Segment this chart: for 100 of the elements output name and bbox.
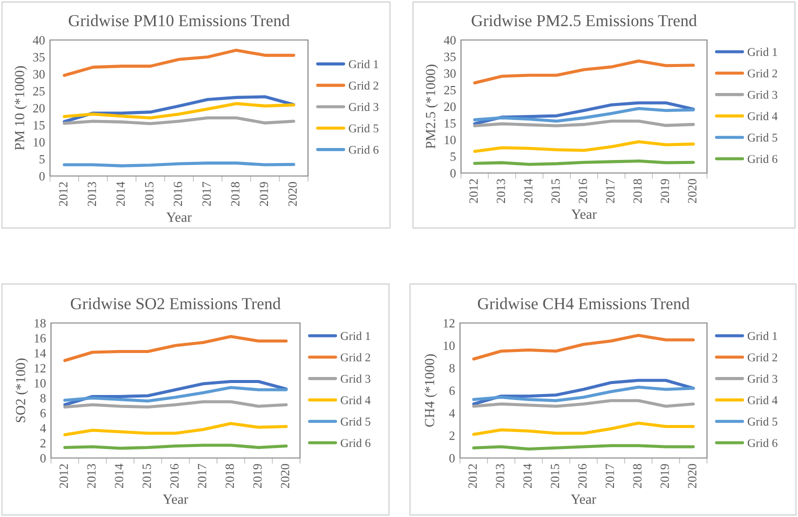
x-tick-label: 2014 [114,464,124,488]
y-tick-label: 40 [32,36,45,44]
chart-title: Gridwise PM10 Emissions Trend [68,14,290,26]
y-tick-label: 18 [34,319,46,328]
y-tick-label: 40 [444,36,456,44]
x-tick-label: 2013 [88,182,96,206]
line-series [472,334,695,361]
x-tick-label: 2012 [469,179,478,204]
y-tick-label: 4 [449,409,455,418]
x-tick-label: 2018 [633,179,642,204]
legend-label: Grid 1 [348,60,378,68]
y-tick-label: 10 [34,138,45,146]
x-tick-label: 2014 [116,182,125,206]
y-tick-label: 35 [444,52,456,62]
x-tick-label: 2014 [523,464,532,488]
legend-label: Grid 1 [748,332,778,340]
legend-label: Grid 3 [340,374,370,383]
chart-title: Gridwise PM2.5 Emissions Trend [472,14,697,26]
x-tick-label: 2013 [496,464,504,488]
y-tick-label: 5 [40,155,45,164]
y-tick-label: 4 [40,424,46,432]
legend-label: Grid 5 [748,133,778,142]
x-tick-label: 2015 [550,464,560,488]
legend-label: Grid 5 [748,417,778,426]
legend-label: Grid 4 [748,112,778,120]
x-axis-title: Year [570,494,596,504]
x-tick-label: 2013 [496,179,506,204]
y-tick-label: 0 [39,172,45,180]
y-tick-label: 10 [444,136,456,144]
x-tick-label: 2020 [288,182,297,206]
y-tick-label: 5 [450,152,456,161]
x-tick-label: 2019 [253,464,262,488]
legend-label: Grid 6 [748,154,778,163]
x-tick-label: 2017 [202,182,211,206]
y-tick-label: 0 [449,454,455,462]
y-tick-label: 25 [444,86,456,94]
line-series [63,386,288,403]
chart-title: Gridwise SO2 Emissions Trend [70,298,281,310]
y-axis-title: CH4 (*1000) [424,354,438,427]
y-tick-label: 25 [33,87,45,96]
x-tick-label: 2018 [633,464,642,488]
y-tick-label: 10 [444,342,455,350]
x-tick-label: 2015 [551,179,560,204]
y-tick-label: 8 [40,394,46,402]
legend-label: Grid 6 [340,438,370,447]
x-tick-label: 2016 [578,464,587,488]
x-tick-label: 2017 [606,464,614,488]
x-tick-label: 2018 [226,464,234,488]
x-axis-title: Year [162,494,188,504]
y-tick-label: 35 [33,53,45,62]
x-tick-label: 2020 [688,179,696,204]
x-tick-label: 2020 [280,464,290,488]
legend-label: Grid 3 [748,90,778,99]
legend-label: Grid 2 [348,81,378,90]
line-series [473,59,695,84]
y-tick-label: 15 [34,121,45,130]
legend-label: Grid 1 [748,48,778,56]
line-series [63,422,288,436]
legend-label: Grid 4 [340,396,371,404]
x-tick-label: 2019 [660,179,670,204]
line-series [63,334,288,362]
legend-label: Grid 5 [348,124,378,132]
x-tick-label: 2020 [688,464,696,488]
x-tick-label: 2017 [606,178,614,204]
y-axis-title: PM 10 (*1000) [14,66,28,150]
line-series [473,106,695,123]
legend-label: Grid 6 [748,438,778,447]
x-tick-label: 2019 [260,182,268,206]
line-series [473,140,695,153]
x-axis-title: Year [166,212,192,222]
legend-label: Grid 2 [748,69,778,78]
y-axis-title: SO2 (*100) [15,358,28,422]
x-tick-label: 2014 [524,178,532,204]
legend-label: Grid 3 [748,374,778,383]
line-series [62,48,296,77]
legend-label: Grid 3 [348,102,378,111]
y-tick-label: 0 [40,454,46,462]
y-tick-label: 6 [40,409,46,418]
chart-title: Gridwise CH4 Emissions Trend [478,298,690,310]
y-axis-title: PM2.5 (*1000) [425,64,438,149]
y-tick-label: 16 [34,334,46,342]
y-tick-label: 6 [449,386,455,395]
y-tick-label: 12 [34,364,46,372]
x-tick-label: 2016 [174,182,182,206]
y-tick-label: 30 [33,70,45,78]
x-tick-label: 2019 [660,464,669,488]
y-tick-label: 12 [444,319,454,328]
x-tick-label: 2017 [198,464,206,488]
line-series [472,422,695,436]
x-tick-label: 2012 [60,464,68,488]
x-tick-label: 2015 [145,182,154,206]
y-tick-label: 10 [34,379,46,388]
x-axis-title: Year [571,210,597,219]
legend-label: Grid 6 [348,145,378,154]
y-tick-label: 30 [444,69,456,78]
y-tick-label: 2 [40,439,46,448]
x-tick-label: 2016 [578,178,588,204]
y-tick-label: 20 [33,104,45,112]
y-tick-label: 2 [449,432,454,440]
line-series [62,102,296,120]
